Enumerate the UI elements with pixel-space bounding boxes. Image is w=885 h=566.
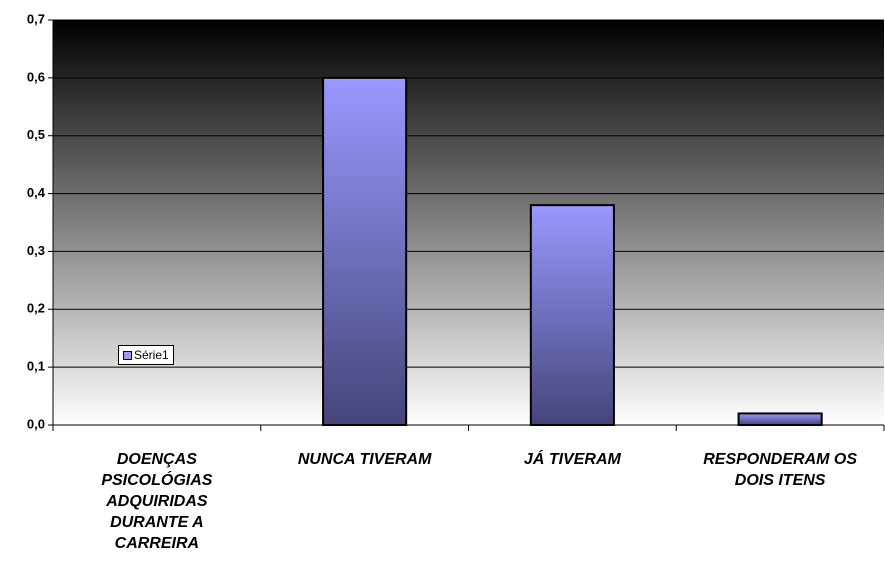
y-tick-label: 0,2 — [27, 301, 45, 316]
x-tick-label: JÁ TIVERAM — [523, 451, 621, 468]
y-tick-label: 0,5 — [27, 127, 45, 142]
y-tick-label: 0,6 — [27, 69, 45, 84]
x-tick-label: DOENÇAS PSICOLÓGIAS ADQUIRIDAS DURANTE A… — [101, 451, 213, 552]
bar — [322, 76, 408, 426]
legend: Série1 — [118, 345, 174, 365]
plot-area — [53, 20, 884, 425]
bar — [737, 412, 823, 426]
x-tick-label: RESPONDERAM OS DOIS ITENS — [703, 451, 858, 489]
y-tick-label: 0,1 — [27, 359, 45, 374]
y-tick-label: 0,0 — [27, 416, 45, 431]
legend-label: Série1 — [134, 348, 169, 362]
y-tick-label: 0,4 — [27, 185, 46, 200]
y-tick-label: 0,3 — [27, 243, 45, 258]
y-tick-label: 0,7 — [27, 11, 45, 26]
bar — [529, 204, 615, 426]
x-tick-label: NUNCA TIVERAM — [297, 451, 432, 468]
legend-key — [123, 350, 132, 360]
